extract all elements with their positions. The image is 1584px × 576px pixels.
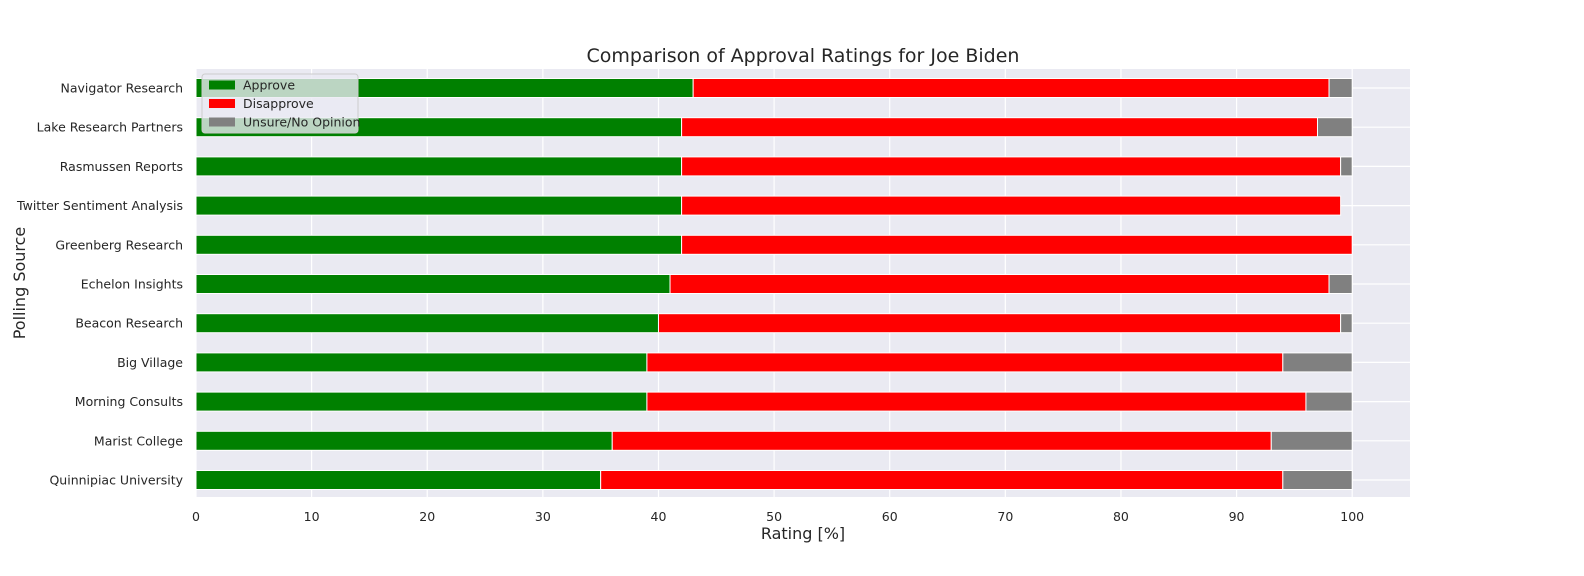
- x-axis-label: Rating [%]: [761, 524, 845, 543]
- y-tick-label: Navigator Research: [61, 81, 183, 96]
- legend-swatch-disapprove: [209, 99, 235, 108]
- y-tick-label: Marist College: [94, 433, 183, 448]
- legend-swatch-unsure-no-opinion: [209, 117, 235, 127]
- bar-approve: [195, 470, 602, 490]
- bar-approve: [195, 234, 683, 255]
- x-tick-label: 100: [1340, 509, 1364, 524]
- y-tick-label: Beacon Research: [75, 316, 183, 331]
- legend-label-unsure-no-opinion: Unsure/No Opinion: [243, 115, 360, 130]
- x-tick-label: 20: [419, 509, 435, 524]
- bar-disapprove: [657, 313, 1342, 334]
- bar-unsure-no-opinion: [1317, 117, 1353, 138]
- bar-unsure-no-opinion: [1282, 470, 1353, 490]
- legend-box: [201, 73, 359, 134]
- bar-approve: [195, 313, 659, 334]
- bar-unsure-no-opinion: [1340, 156, 1353, 177]
- legend-label-approve: Approve: [243, 78, 295, 93]
- x-tick-label: 80: [1113, 509, 1129, 524]
- bar-disapprove: [646, 352, 1284, 373]
- y-axis-label: Polling Source: [10, 227, 29, 340]
- bar-disapprove: [611, 430, 1272, 451]
- y-tick-labels: Navigator Research Lake Research Partners…: [16, 81, 184, 488]
- y-tick-label: Twitter Sentiment Analysis: [16, 198, 183, 213]
- y-tick-label: Greenberg Research: [55, 237, 183, 252]
- x-tick-label: 70: [997, 509, 1013, 524]
- bar-disapprove: [681, 156, 1342, 177]
- bar-approve: [195, 156, 683, 177]
- bar-unsure-no-opinion: [1328, 274, 1353, 294]
- y-tick-label: Morning Consults: [75, 394, 183, 409]
- bar-unsure-no-opinion: [1270, 430, 1353, 451]
- y-tick-label: Big Village: [117, 355, 183, 370]
- bar-unsure-no-opinion: [1305, 391, 1353, 412]
- y-tick-label: Echelon Insights: [81, 277, 183, 292]
- bar-unsure-no-opinion: [1328, 78, 1353, 98]
- legend-swatch-approve: [209, 80, 235, 90]
- bar-approve: [195, 274, 671, 294]
- bar-disapprove: [669, 274, 1330, 294]
- bar-unsure-no-opinion: [1282, 352, 1353, 373]
- x-tick-label: 60: [882, 509, 898, 524]
- bar-approve: [195, 352, 648, 373]
- x-tick-label: 40: [651, 509, 667, 524]
- x-tick-label: 0: [192, 509, 200, 524]
- bar-disapprove: [681, 117, 1319, 138]
- y-tick-label: Lake Research Partners: [37, 120, 183, 135]
- bar-approve: [195, 391, 648, 412]
- bar-disapprove: [600, 470, 1284, 490]
- legend-label-disapprove: Disapprove: [243, 96, 314, 111]
- bar-disapprove: [681, 195, 1342, 216]
- bar-disapprove: [681, 234, 1353, 255]
- bar-disapprove: [692, 78, 1330, 98]
- x-tick-label: 30: [535, 509, 551, 524]
- bar-unsure-no-opinion: [1340, 313, 1353, 334]
- x-tick-label: 10: [304, 509, 320, 524]
- y-tick-label: Rasmussen Reports: [60, 159, 183, 174]
- legend: Approve Disapprove Unsure/No Opinion: [201, 73, 360, 134]
- chart-title: Comparison of Approval Ratings for Joe B…: [587, 45, 1020, 67]
- bar-disapprove: [646, 391, 1307, 412]
- bar-approve: [195, 430, 613, 451]
- x-tick-labels: 0 10 20 30 40 50 60 70 80 90 100: [192, 509, 1364, 524]
- x-tick-label: 50: [766, 509, 782, 524]
- x-tick-label: 90: [1229, 509, 1245, 524]
- bar-approve: [195, 195, 683, 216]
- y-tick-label: Quinnipiac University: [49, 473, 183, 488]
